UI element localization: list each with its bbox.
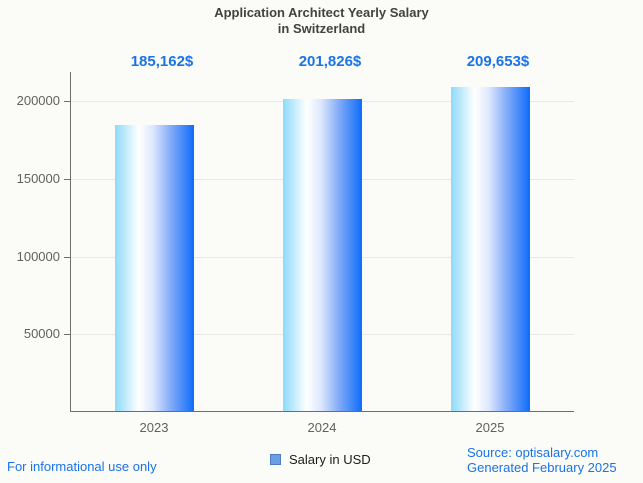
x-axis-label: 2025 — [475, 420, 505, 435]
chart-title-line2: in Switzerland — [277, 21, 366, 36]
plot-area: 50000 100000 150000 200000 185,162$ 2023 201,8… — [17, 54, 574, 435]
y-axis-tick — [64, 334, 70, 335]
x-axis-label: 2024 — [307, 420, 337, 435]
y-axis-line — [70, 72, 71, 412]
disclaimer-text: For informational use only — [7, 459, 157, 474]
bar-value-label: 185,162$ — [130, 53, 194, 70]
source-block: Source: optisalary.com Generated Februar… — [467, 445, 617, 475]
bar-2024[interactable] — [283, 99, 362, 411]
legend: Salary in USD — [270, 452, 371, 467]
y-axis-tick — [64, 257, 70, 258]
y-axis-tick-label: 50000 — [23, 326, 60, 341]
y-axis-tick — [64, 101, 70, 102]
chart-title-line1: Application Architect Yearly Salary — [214, 5, 429, 20]
y-axis-tick-label: 100000 — [16, 249, 60, 264]
bar-value-label: 209,653$ — [466, 53, 530, 70]
y-axis-tick — [64, 179, 70, 180]
chart-title: Application Architect Yearly Salary in S… — [0, 5, 643, 37]
y-axis-tick-label: 200000 — [16, 93, 60, 108]
y-axis-tick-label: 150000 — [16, 171, 60, 186]
legend-marker-icon — [270, 454, 281, 465]
bar-2025[interactable] — [451, 87, 530, 411]
x-axis-line — [70, 411, 574, 412]
legend-label: Salary in USD — [289, 452, 371, 467]
source-text: Source: optisalary.com — [467, 445, 599, 460]
bar-2023[interactable] — [115, 125, 194, 411]
generated-text: Generated February 2025 — [467, 460, 617, 475]
bar-value-label: 201,826$ — [298, 53, 362, 70]
x-axis-label: 2023 — [139, 420, 169, 435]
